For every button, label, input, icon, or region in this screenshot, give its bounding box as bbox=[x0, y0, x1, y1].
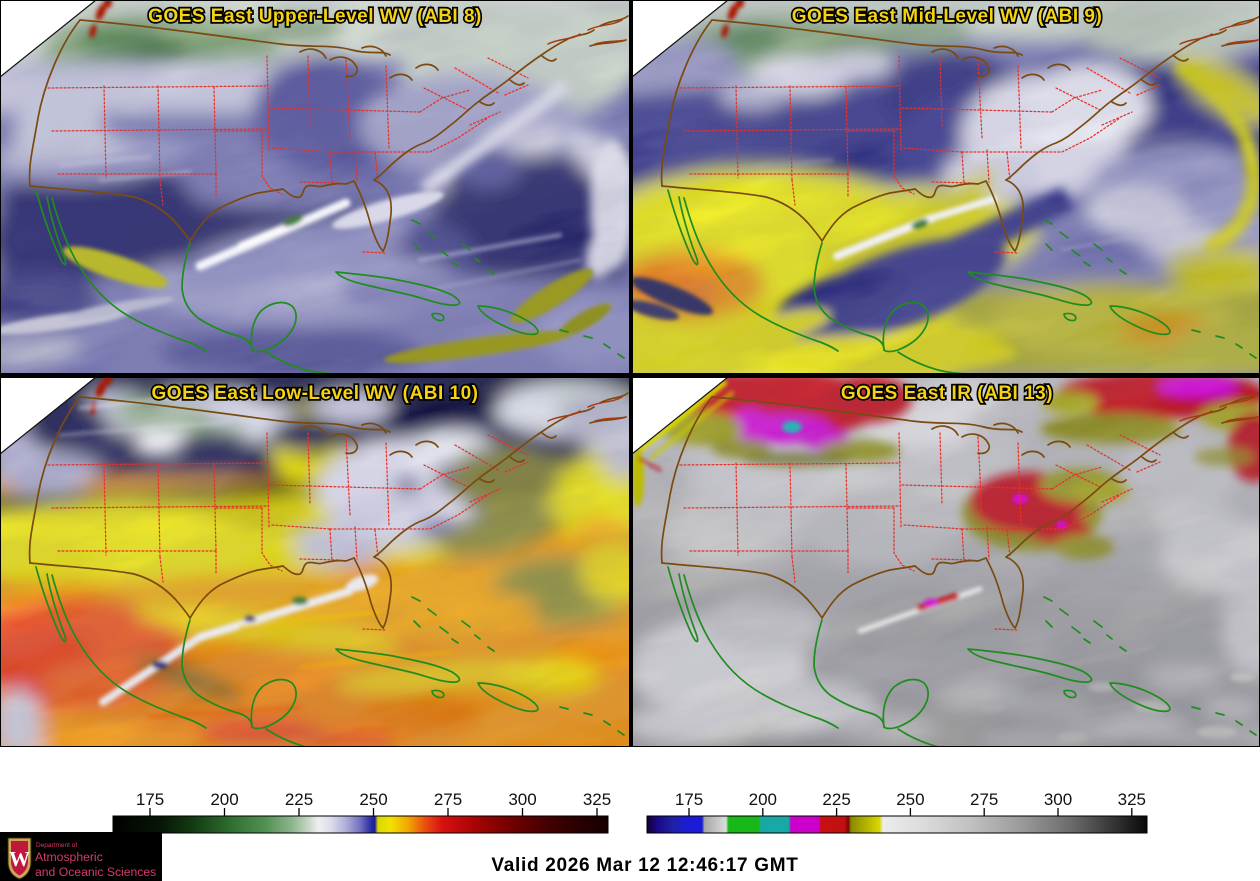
svg-text:and Oceanic Sciences: and Oceanic Sciences bbox=[35, 865, 156, 879]
svg-text:300: 300 bbox=[1044, 790, 1072, 809]
svg-text:275: 275 bbox=[434, 790, 462, 809]
svg-text:325: 325 bbox=[1118, 790, 1146, 809]
svg-text:225: 225 bbox=[285, 790, 313, 809]
svg-text:GOES East IR (ABI 13): GOES East IR (ABI 13) bbox=[841, 383, 1053, 404]
svg-text:GOES East Mid-Level WV (ABI 9): GOES East Mid-Level WV (ABI 9) bbox=[792, 6, 1103, 27]
svg-text:300: 300 bbox=[508, 790, 536, 809]
svg-text:GOES East Upper-Level WV (ABI: GOES East Upper-Level WV (ABI 8) bbox=[148, 6, 482, 27]
svg-text:Atmospheric: Atmospheric bbox=[35, 850, 103, 864]
svg-text:175: 175 bbox=[675, 790, 703, 809]
svg-text:W: W bbox=[9, 847, 30, 871]
svg-text:GOES East Low-Level WV (ABI 10: GOES East Low-Level WV (ABI 10) bbox=[152, 383, 479, 404]
svg-text:200: 200 bbox=[749, 790, 777, 809]
svg-text:175: 175 bbox=[136, 790, 164, 809]
svg-text:Valid 2026 Mar 12 12:46:17 GMT: Valid 2026 Mar 12 12:46:17 GMT bbox=[491, 855, 798, 876]
svg-text:250: 250 bbox=[896, 790, 924, 809]
svg-text:250: 250 bbox=[359, 790, 387, 809]
svg-text:225: 225 bbox=[822, 790, 850, 809]
svg-text:275: 275 bbox=[970, 790, 998, 809]
svg-text:Department of: Department of bbox=[36, 842, 77, 849]
svg-text:325: 325 bbox=[583, 790, 611, 809]
svg-text:200: 200 bbox=[210, 790, 238, 809]
